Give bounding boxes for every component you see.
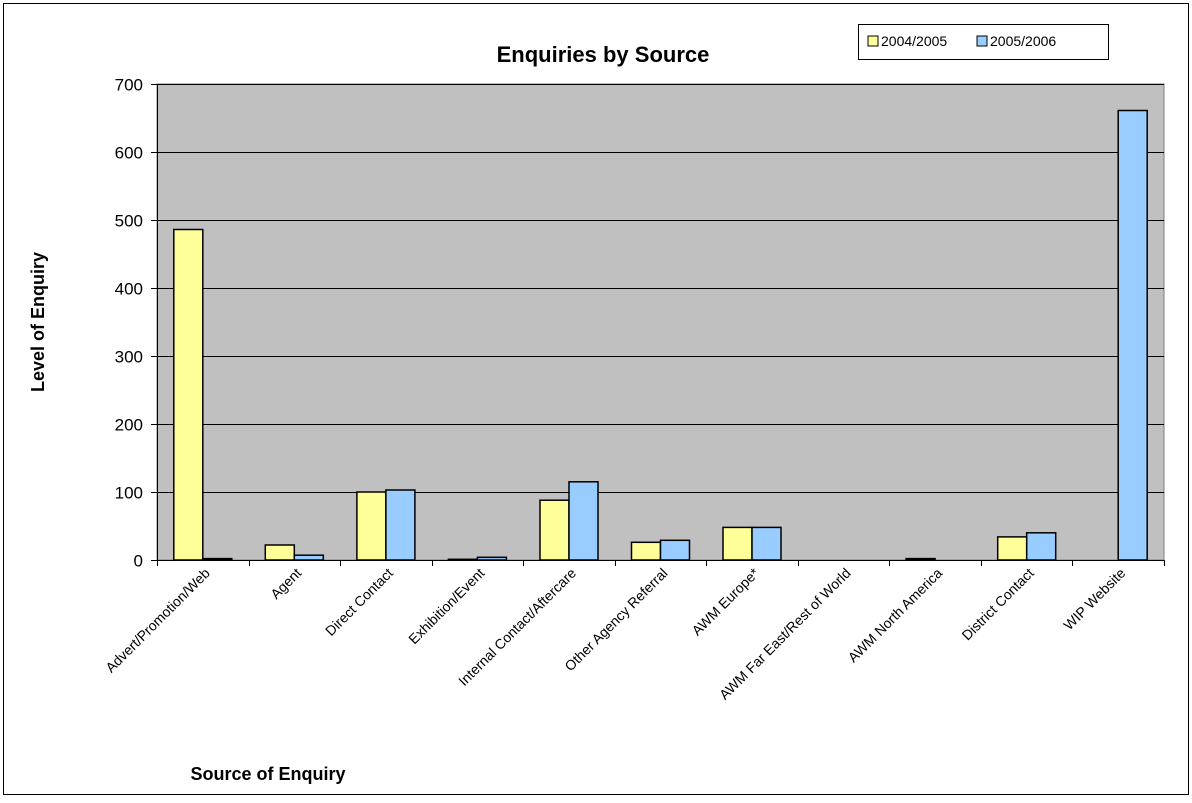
bar-2004-2005-exhibition-event	[447, 558, 479, 561]
gridlines	[157, 84, 1164, 493]
bar-2004-2005-direct-contact	[356, 491, 387, 561]
x-axis-title: Source of Enquiry	[190, 764, 345, 784]
bar-2004-2005-awm-europe	[722, 526, 753, 561]
legend-swatch-2005-2006	[976, 35, 988, 47]
bar-2004-2005-agent	[264, 544, 296, 561]
bar-2004-2005-internal-contact-aftercare	[539, 499, 570, 561]
y-tick-labels: 0 100 200 300 400 500 600 700	[115, 76, 143, 571]
y-tick-label: 200	[115, 416, 143, 435]
plot-area	[156, 83, 1165, 561]
legend-label-2005-2006: 2005/2006	[990, 33, 1056, 49]
y-tick-label: 500	[115, 212, 143, 231]
bar-2005-2006-internal-contact-aftercare	[568, 481, 599, 561]
y-tick-label: 400	[115, 280, 143, 299]
legend-swatch-2004-2005	[867, 35, 879, 47]
y-tick-label: 0	[134, 552, 143, 571]
axes	[151, 84, 1165, 566]
y-axis-title: Level of Enquiry	[28, 252, 48, 392]
bar-2005-2006-awm-europe	[751, 526, 782, 561]
bar-2005-2006-exhibition-event	[476, 556, 508, 561]
bar-2005-2006-agent	[293, 554, 325, 561]
bar-2004-2005-other-agency-referral	[630, 541, 662, 561]
legend-label-2004-2005: 2004/2005	[881, 33, 947, 49]
bars	[173, 109, 1148, 561]
bar-2004-2005-advert-promotion-web	[173, 228, 204, 561]
y-tick-label: 100	[115, 484, 143, 503]
chart-title: Enquiries by Source	[497, 42, 710, 67]
bar-2005-2006-other-agency-referral	[659, 539, 691, 561]
bar-2004-2005-district-contact	[996, 536, 1028, 561]
y-tick-label: 700	[115, 76, 143, 95]
bar-2005-2006-advert-promotion-web	[202, 557, 233, 561]
bar-2005-2006-wip-website	[1117, 109, 1148, 561]
y-tick-label: 300	[115, 348, 143, 367]
bar-2005-2006-district-contact	[1025, 532, 1057, 561]
legend: 2004/2005 2005/2006	[858, 24, 1109, 60]
bar-2005-2006-direct-contact	[385, 489, 416, 561]
y-tick-label: 600	[115, 144, 143, 163]
bar-2004-2005-awm-north-america	[905, 557, 936, 561]
